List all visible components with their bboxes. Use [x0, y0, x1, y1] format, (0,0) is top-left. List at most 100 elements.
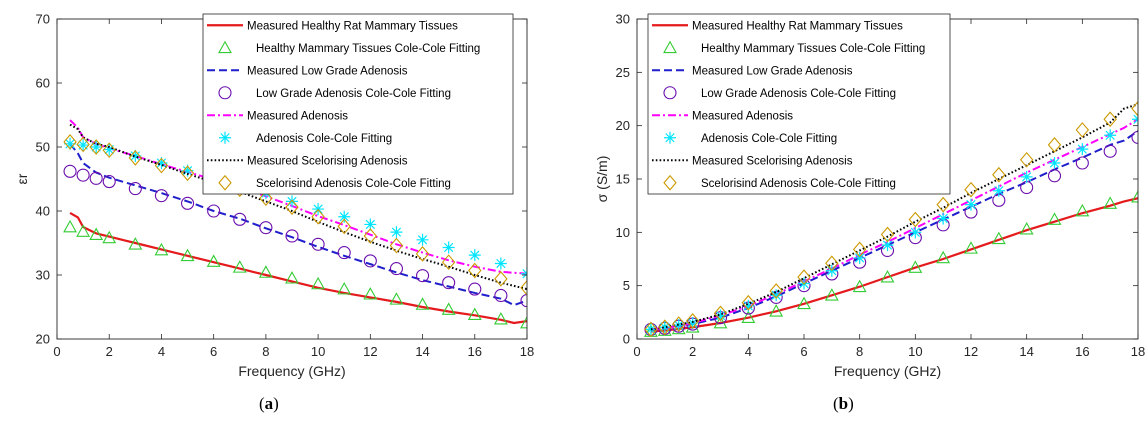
data-point	[937, 212, 950, 225]
legend-label: Adenosis Cole-Cole Fitting	[256, 133, 392, 145]
x-tick-label: 18	[1131, 344, 1145, 359]
data-point	[1047, 212, 1062, 225]
data-point	[741, 310, 756, 324]
y-tick-label: 50	[36, 140, 50, 155]
data-point	[1019, 222, 1034, 235]
data-point	[1076, 143, 1089, 156]
data-point	[494, 257, 507, 270]
data-point	[232, 260, 247, 273]
data-point	[364, 218, 377, 231]
data-point	[1103, 144, 1117, 158]
data-point	[468, 262, 482, 279]
data-point	[103, 143, 116, 156]
x-tick-label: 0	[633, 344, 640, 359]
data-point	[908, 211, 923, 228]
data-point	[285, 199, 299, 216]
data-point	[936, 250, 951, 264]
data-point	[89, 171, 103, 185]
series-line-6	[650, 103, 1138, 331]
x-tick-label: 14	[1019, 344, 1033, 359]
series-line-0	[69, 211, 527, 325]
panel-label-b: (b)	[833, 394, 854, 413]
data-point	[102, 142, 116, 159]
data-point	[390, 226, 403, 239]
data-point	[770, 289, 783, 302]
series-markers-1	[63, 219, 527, 329]
x-tick-label: 2	[106, 344, 113, 359]
x-tick-label: 10	[908, 344, 922, 359]
legend-label: Measured Healthy Rat Mammary Tissues	[692, 20, 903, 32]
legend-label: Adenosis Cole-Cole Fitting	[701, 133, 837, 145]
y-axis-label: σ (S/m)	[594, 156, 610, 203]
data-point	[311, 276, 326, 290]
x-tick-label: 16	[468, 344, 482, 359]
data-point	[415, 246, 430, 262]
data-point	[468, 282, 482, 296]
legend-marker	[663, 174, 677, 191]
data-point	[658, 319, 672, 336]
data-point	[128, 182, 142, 196]
y-tick-label: 30	[616, 12, 630, 27]
data-point	[853, 251, 866, 264]
data-point	[964, 181, 978, 198]
legend-label: Measured Low Grade Adenosis	[692, 65, 853, 77]
data-point	[1103, 111, 1117, 128]
data-point	[769, 304, 784, 317]
data-point	[467, 307, 482, 321]
x-tick-label: 0	[53, 344, 60, 359]
data-point	[259, 221, 273, 235]
data-layer	[643, 100, 1138, 338]
chart-panel-a: 0 2 4 6 8 10 12 14 16 18 20 30 40 50 60 70 Frequency (GH…	[14, 12, 534, 380]
data-point	[63, 134, 77, 150]
data-point	[76, 168, 90, 182]
data-point	[769, 283, 783, 299]
x-tick-label: 6	[210, 344, 217, 359]
data-point	[686, 317, 699, 329]
data-point	[1047, 169, 1062, 183]
data-point	[992, 166, 1006, 183]
data-point	[154, 189, 168, 203]
x-tick-label: 2	[689, 344, 696, 359]
data-point	[1075, 156, 1089, 170]
legend: Measured Healthy Rat Mammary Tissues Heal…	[202, 13, 514, 195]
series-line-2	[69, 143, 527, 307]
data-point	[936, 196, 950, 213]
data-point	[713, 305, 728, 322]
legend-marker	[218, 86, 232, 100]
y-tick-label: 60	[36, 76, 50, 91]
data-point	[494, 288, 508, 303]
data-point	[311, 237, 325, 251]
data-point	[672, 316, 686, 332]
data-point	[416, 233, 429, 246]
data-point	[1131, 130, 1138, 144]
legend-label: Measured Scelorising Adenosis	[692, 155, 853, 167]
legend-label: Healthy Mammary Tissues Cole-Cole Fittin…	[701, 43, 925, 55]
data-point	[658, 321, 671, 334]
x-tick-label: 16	[1075, 344, 1089, 359]
data-point	[714, 309, 727, 322]
x-tick-label: 10	[311, 344, 325, 359]
legend-marker	[218, 174, 232, 191]
data-point	[258, 265, 273, 278]
data-point	[441, 254, 456, 271]
legend-label: Low Grade Adenosis Cole-Cole Fitting	[701, 88, 896, 100]
x-tick-label: 18	[520, 344, 534, 359]
legend-marker	[663, 40, 677, 54]
data-point	[992, 184, 1005, 197]
data-point	[76, 136, 90, 153]
data-point	[965, 198, 977, 211]
data-point	[363, 254, 377, 268]
data-point	[520, 279, 527, 296]
data-point	[207, 204, 221, 218]
data-point	[416, 269, 430, 283]
legend-label: Measured Scelorising Adenosis	[247, 155, 408, 167]
data-point	[825, 255, 839, 272]
legend-box	[202, 13, 514, 195]
data-point	[77, 139, 90, 152]
legend-marker	[664, 131, 676, 144]
x-tick-label: 4	[745, 344, 752, 359]
legend-label: Measured Healthy Rat Mammary Tissues	[247, 20, 458, 32]
data-point	[102, 230, 117, 244]
y-tick-label: 0	[623, 332, 630, 347]
